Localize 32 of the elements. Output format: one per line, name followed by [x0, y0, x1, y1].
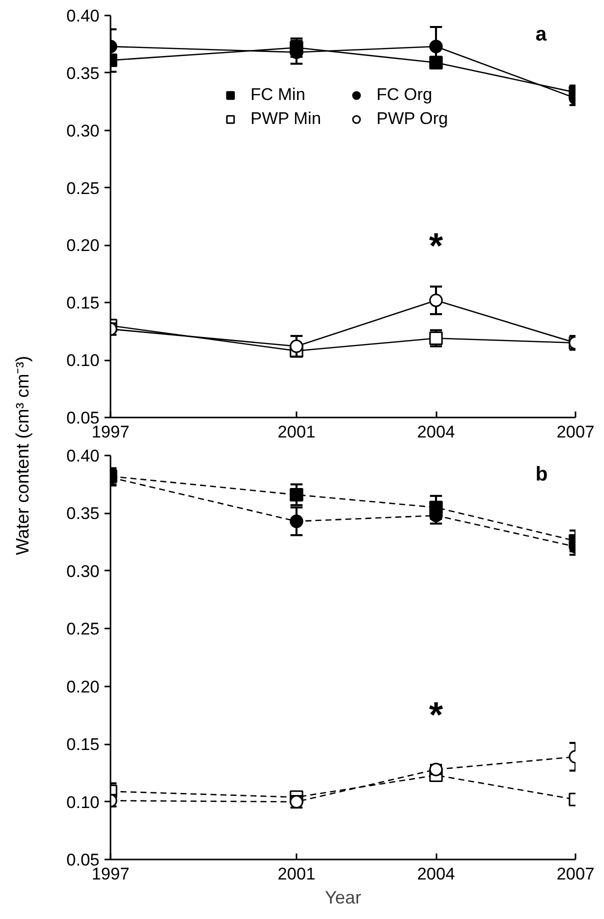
y-tick-label: 0.35	[66, 64, 100, 83]
y-tick-label: 0.25	[66, 178, 100, 198]
y-tick-label: 0.15	[66, 294, 100, 313]
x-tick-label: 2001	[278, 422, 316, 442]
x-tick-label: 2004	[417, 864, 455, 884]
y-tick-label: 0.35	[66, 504, 100, 524]
y-tick-label: 0.20	[66, 236, 100, 256]
legend-label: FC Org	[376, 85, 434, 105]
x-tick-label: 2004	[417, 422, 455, 442]
legend-label: FC Min	[250, 85, 306, 105]
y-tick-label: 0.30	[66, 121, 100, 140]
y-tick-label: 0.15	[66, 735, 100, 754]
y-tick-label: 0.40	[66, 6, 100, 26]
y-tick-label: 0.40	[66, 446, 100, 466]
annotation: *	[428, 224, 444, 266]
chart-title: a	[536, 24, 548, 46]
chart-title: b	[536, 464, 548, 486]
x-tick-label: 2007	[556, 422, 594, 442]
x-axis-title: Year	[324, 888, 362, 908]
y-tick-label: 0.25	[66, 620, 100, 639]
y-tick-label: 0.20	[66, 677, 100, 696]
legend-label: PWP Min	[250, 109, 322, 129]
y-tick-label: 0.10	[66, 351, 100, 370]
x-tick-label: 1997	[92, 864, 130, 884]
y-tick-label: 0.10	[66, 792, 100, 812]
legend-label: PWP Org	[376, 109, 449, 129]
x-tick-label: 2001	[278, 864, 316, 884]
x-tick-label: 2007	[556, 864, 594, 884]
y-axis-title: Water content (cm³ cm⁻³)	[12, 356, 32, 556]
x-tick-label: 1997	[92, 422, 130, 442]
y-tick-label: 0.30	[66, 562, 100, 581]
annotation: *	[428, 694, 444, 735]
